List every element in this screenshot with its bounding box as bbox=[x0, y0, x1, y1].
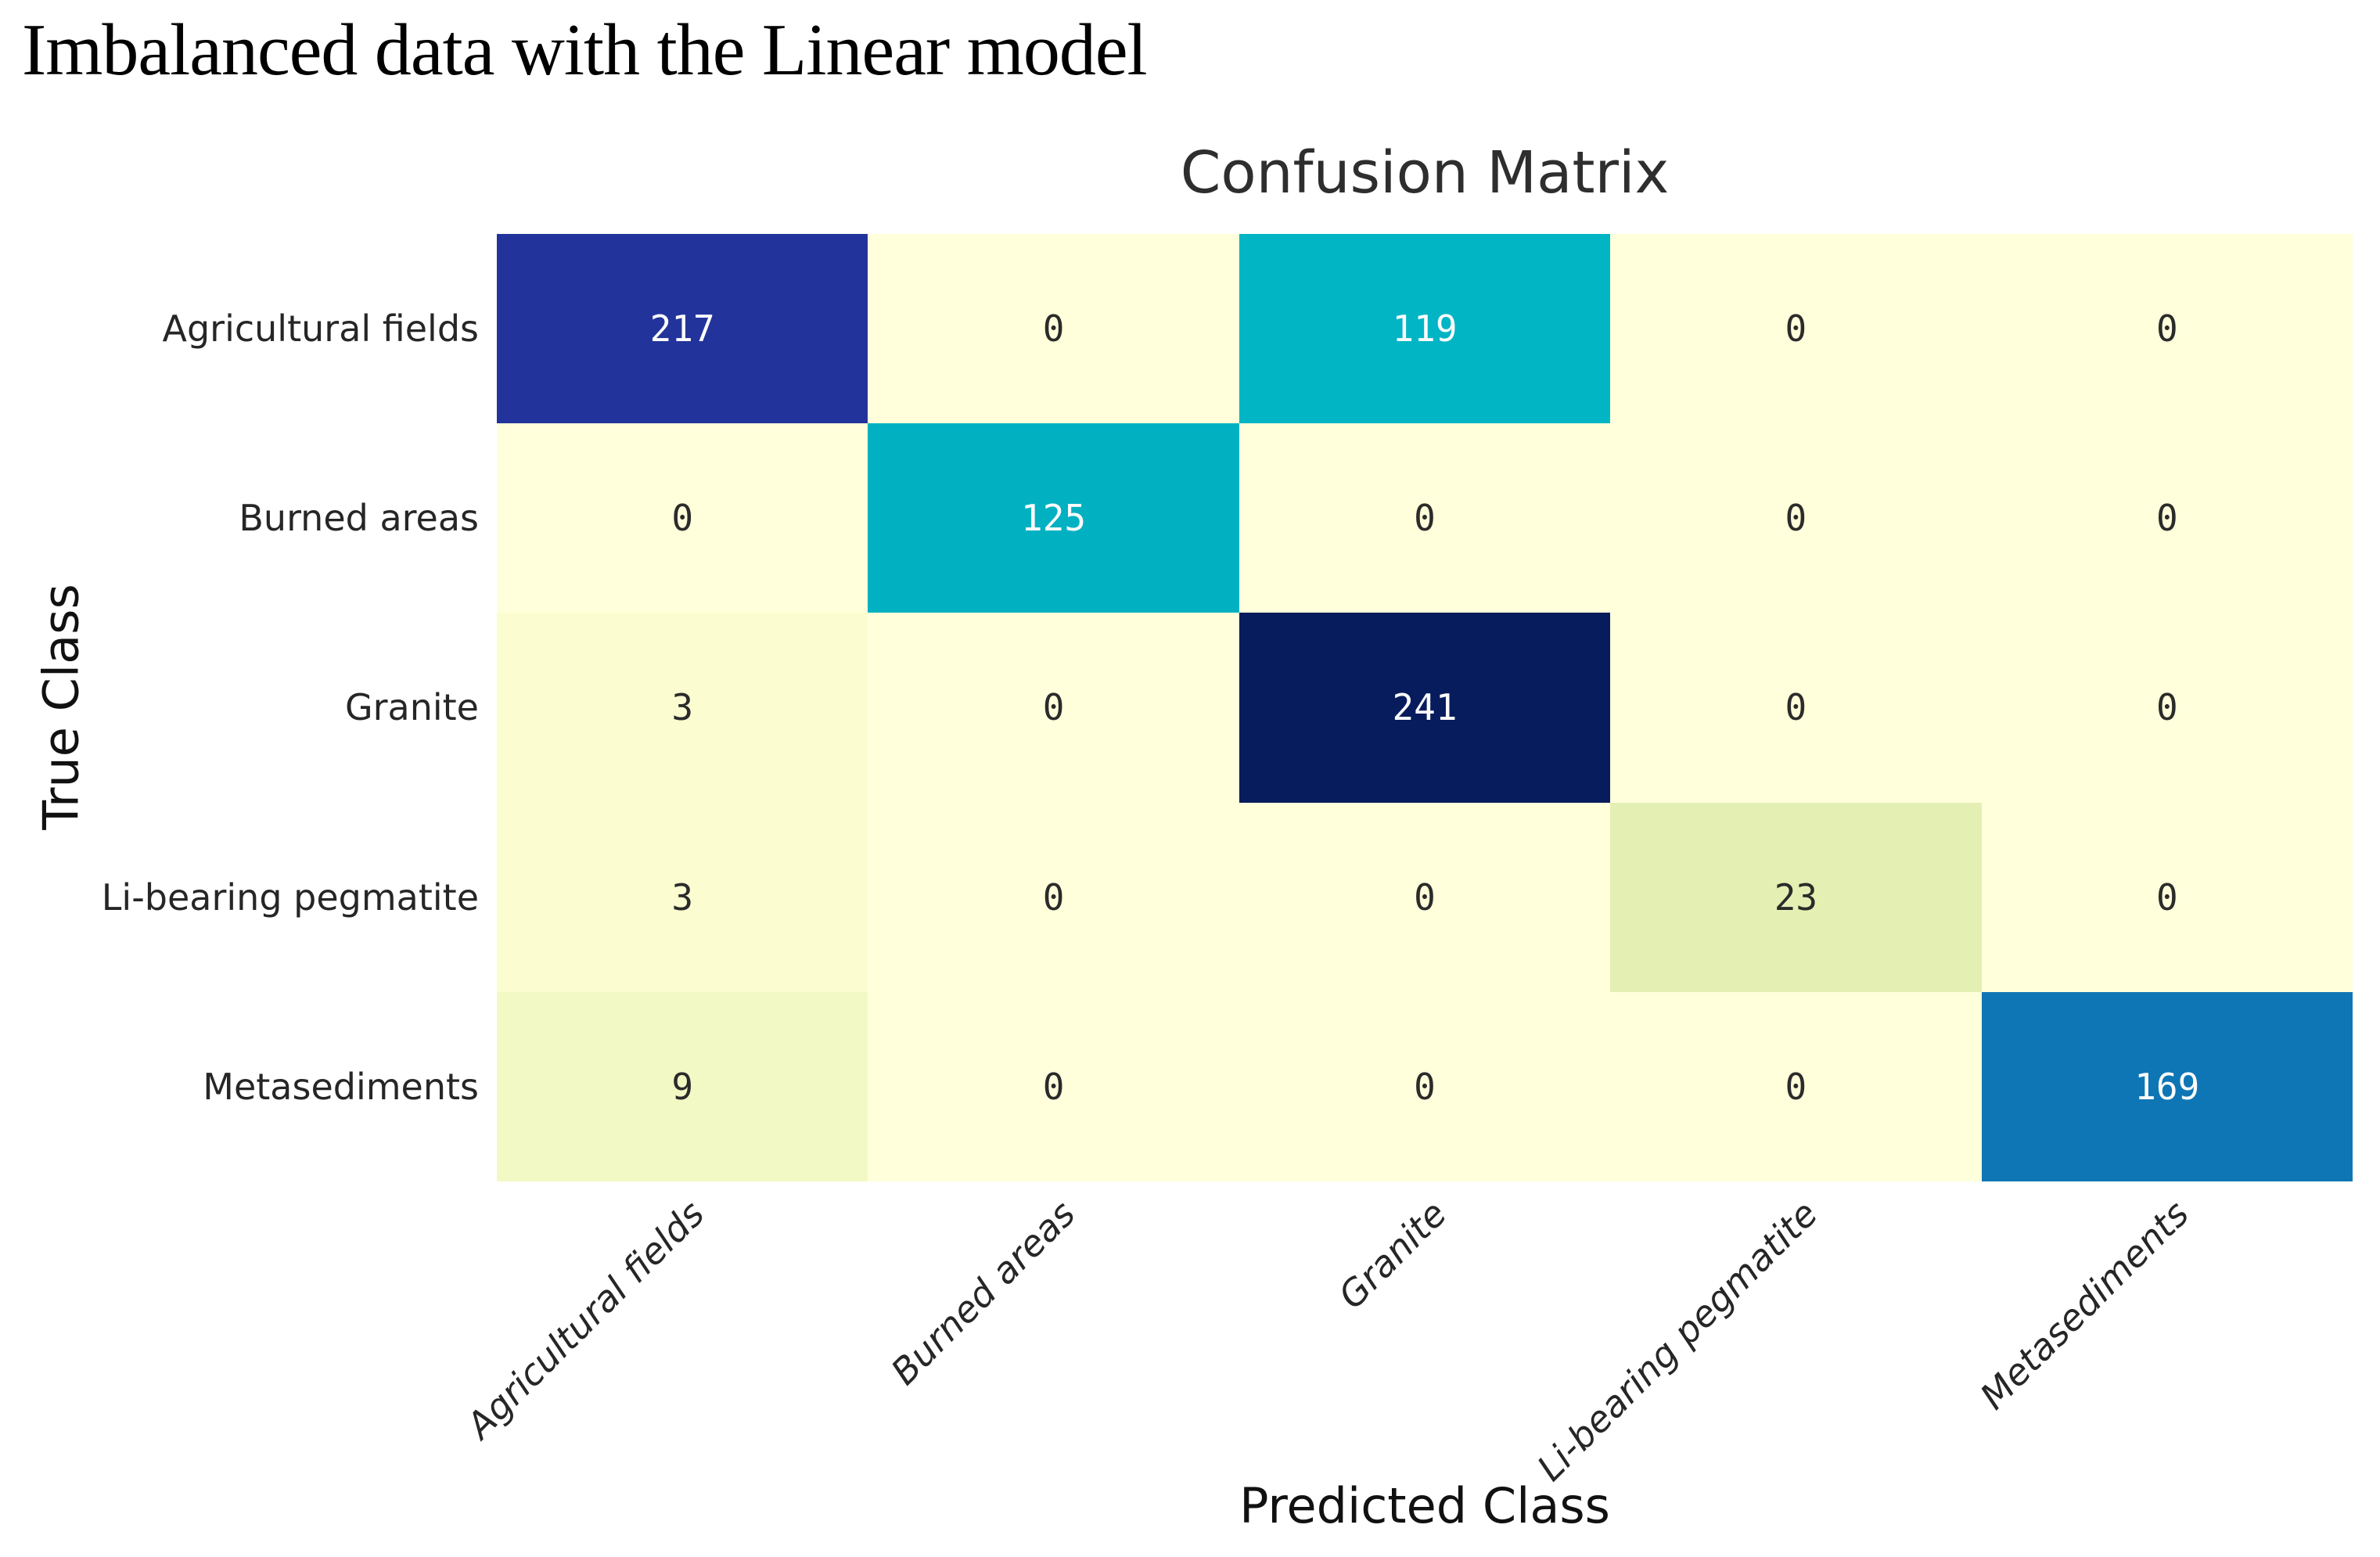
x-tick-label: Burned areas bbox=[883, 1192, 1084, 1393]
matrix-cell: 0 bbox=[497, 423, 868, 613]
matrix-cell: 0 bbox=[1981, 423, 2353, 613]
matrix-cell: 0 bbox=[1981, 802, 2353, 992]
matrix-cell: 0 bbox=[868, 802, 1239, 992]
y-tick-label: Granite bbox=[344, 686, 479, 729]
matrix-cell: 125 bbox=[868, 423, 1239, 613]
matrix-cell: 119 bbox=[1239, 234, 1611, 424]
matrix-cell: 0 bbox=[1610, 423, 1982, 613]
matrix-cell: 0 bbox=[868, 234, 1239, 424]
x-tick-label: Li-bearing pegmatite bbox=[1529, 1192, 1826, 1490]
x-axis-title: Predicted Class bbox=[1239, 1477, 1610, 1534]
page-title: Imbalanced data with the Linear model bbox=[22, 9, 1148, 91]
y-tick-label: Agricultural fields bbox=[162, 307, 480, 351]
matrix-cell: 241 bbox=[1239, 613, 1611, 803]
y-tick-label: Burned areas bbox=[239, 497, 479, 540]
matrix-cell: 0 bbox=[1610, 613, 1982, 803]
x-tick-label: Agricultural fields bbox=[458, 1192, 713, 1447]
matrix-cell: 0 bbox=[1981, 613, 2353, 803]
matrix-cell: 23 bbox=[1610, 802, 1982, 992]
y-axis-title: True Class bbox=[32, 584, 90, 830]
matrix-cell: 0 bbox=[1239, 991, 1611, 1181]
matrix-cell: 9 bbox=[497, 991, 868, 1181]
matrix-cell: 169 bbox=[1981, 991, 2353, 1181]
matrix-cell: 217 bbox=[497, 234, 868, 424]
x-tick-label: Metasediments bbox=[1972, 1192, 2197, 1418]
matrix-cell: 0 bbox=[1239, 802, 1611, 992]
matrix-cell: 3 bbox=[497, 802, 868, 992]
chart-title: Confusion Matrix bbox=[1180, 139, 1670, 207]
matrix-cell: 0 bbox=[1981, 234, 2353, 424]
matrix-cell: 0 bbox=[1239, 423, 1611, 613]
heatmap: 217 0 119 0 0 0 125 0 0 0 3 0 241 0 0 3 0 0 23 0 9 0 0 0 169 bbox=[497, 234, 2353, 1181]
matrix-cell: 0 bbox=[1610, 991, 1982, 1181]
matrix-cell: 3 bbox=[497, 613, 868, 803]
y-tick-label: Metasediments bbox=[203, 1065, 479, 1108]
matrix-cell: 0 bbox=[1610, 234, 1982, 424]
matrix-cell: 0 bbox=[868, 613, 1239, 803]
y-tick-label: Li-bearing pegmatite bbox=[101, 876, 479, 919]
x-tick-label: Granite bbox=[1330, 1192, 1455, 1318]
matrix-cell: 0 bbox=[868, 991, 1239, 1181]
